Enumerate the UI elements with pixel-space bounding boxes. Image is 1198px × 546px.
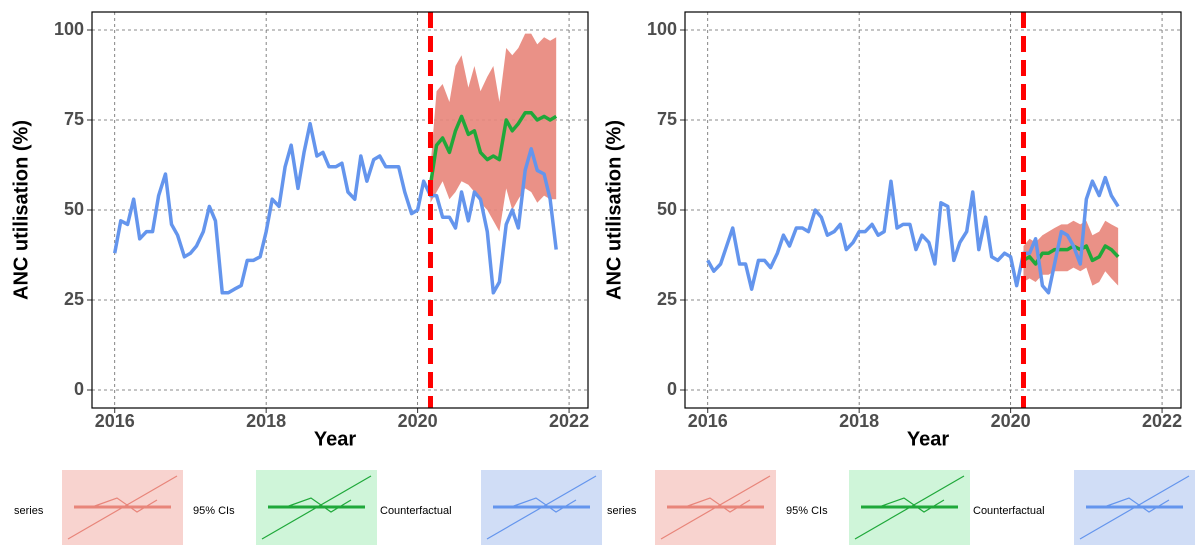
panel: 0 25 50 75 100 2016 2018 2020 2022 Year ANC utilis… <box>10 11 602 545</box>
legend-label: 95% CIs <box>786 505 828 517</box>
series-line <box>706 175 1120 295</box>
y-tick-label: 50 <box>657 199 677 219</box>
panel: 0 25 50 75 100 2016 2018 2020 2022 Year ANC utilis… <box>603 11 1195 545</box>
x-tick-label: 2020 <box>991 411 1031 431</box>
y-axis-title: ANC utilisation (%) <box>10 120 32 300</box>
legend-label: Counterfactual <box>973 505 1045 517</box>
x-tick-label: 2018 <box>839 411 879 431</box>
series-line <box>428 111 558 186</box>
legend-label: 95% CIs <box>193 505 235 517</box>
y-tick-label: 25 <box>657 289 677 309</box>
x-axis-title: Year <box>907 428 949 450</box>
y-tick-label: 0 <box>74 379 84 399</box>
plot-border <box>91 11 589 409</box>
x-tick-label: 2020 <box>398 411 438 431</box>
legend-title: series <box>14 505 44 517</box>
y-tick-label: 75 <box>64 109 84 129</box>
plot-border <box>684 11 1182 409</box>
y-tick-label: 0 <box>667 379 677 399</box>
y-tick-label: 100 <box>647 19 677 39</box>
legend-label: Counterfactual <box>380 505 452 517</box>
x-tick-label: 2018 <box>246 411 286 431</box>
x-tick-label: 2016 <box>95 411 135 431</box>
y-tick-label: 100 <box>54 19 84 39</box>
series-line <box>112 121 558 295</box>
y-tick-label: 75 <box>657 109 677 129</box>
y-tick-label: 25 <box>64 289 84 309</box>
ci-band <box>1023 220 1119 286</box>
x-tick-label: 2016 <box>688 411 728 431</box>
x-axis-title: Year <box>314 428 356 450</box>
y-axis-title: ANC utilisation (%) <box>603 120 625 300</box>
legend-title: series <box>607 505 637 517</box>
x-tick-label: 2022 <box>549 411 589 431</box>
y-tick-label: 50 <box>64 199 84 219</box>
x-tick-label: 2022 <box>1142 411 1182 431</box>
